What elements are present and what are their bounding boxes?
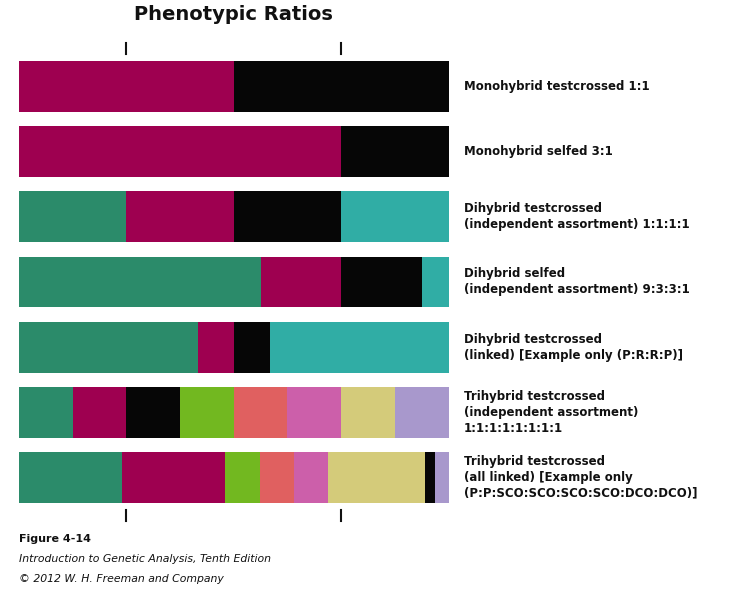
Text: Trihybrid testcrossed
(all linked) [Example only
(P:P:SCO:SCO:SCO:SCO:DCO:DCO)]: Trihybrid testcrossed (all linked) [Exam…	[464, 455, 697, 500]
Bar	[421, 257, 449, 307]
Bar	[72, 387, 126, 437]
Bar	[234, 61, 449, 112]
Text: Introduction to Genetic Analysis, Tenth Edition: Introduction to Genetic Analysis, Tenth …	[19, 554, 271, 564]
Bar	[234, 322, 270, 373]
Bar	[19, 61, 234, 112]
Bar	[19, 452, 122, 503]
Bar	[341, 127, 449, 177]
Bar	[19, 257, 261, 307]
Bar	[122, 452, 225, 503]
Text: Dihybrid testcrossed
(independent assortment) 1:1:1:1: Dihybrid testcrossed (independent assort…	[464, 202, 689, 232]
Bar	[180, 387, 234, 437]
Text: Figure 4-14: Figure 4-14	[19, 534, 90, 544]
Text: Phenotypic Ratios: Phenotypic Ratios	[134, 5, 333, 24]
Bar	[261, 257, 341, 307]
Bar	[270, 322, 449, 373]
Bar	[126, 191, 234, 242]
Bar	[234, 191, 341, 242]
Bar	[259, 452, 294, 503]
Bar	[225, 452, 259, 503]
Bar	[19, 191, 126, 242]
Bar	[19, 127, 341, 177]
Bar	[425, 452, 435, 503]
Bar	[19, 387, 72, 437]
Bar	[294, 452, 328, 503]
Bar	[341, 257, 421, 307]
Text: © 2012 W. H. Freeman and Company: © 2012 W. H. Freeman and Company	[19, 574, 224, 584]
Bar	[328, 452, 425, 503]
Text: Monohybrid testcrossed 1:1: Monohybrid testcrossed 1:1	[464, 80, 649, 93]
Bar	[435, 452, 449, 503]
Bar	[395, 387, 449, 437]
Text: Monohybrid selfed 3:1: Monohybrid selfed 3:1	[464, 145, 612, 158]
Bar	[341, 387, 395, 437]
Text: Dihybrid testcrossed
(linked) [Example only (P:R:R:P)]: Dihybrid testcrossed (linked) [Example o…	[464, 332, 682, 362]
Bar	[198, 322, 234, 373]
Bar	[287, 387, 341, 437]
Text: Dihybrid selfed
(independent assortment) 9:3:3:1: Dihybrid selfed (independent assortment)…	[464, 268, 689, 296]
Bar	[126, 387, 180, 437]
Bar	[234, 387, 287, 437]
Bar	[19, 322, 198, 373]
Text: Trihybrid testcrossed
(independent assortment)
1:1:1:1:1:1:1:1: Trihybrid testcrossed (independent assor…	[464, 390, 638, 435]
Bar	[341, 191, 449, 242]
